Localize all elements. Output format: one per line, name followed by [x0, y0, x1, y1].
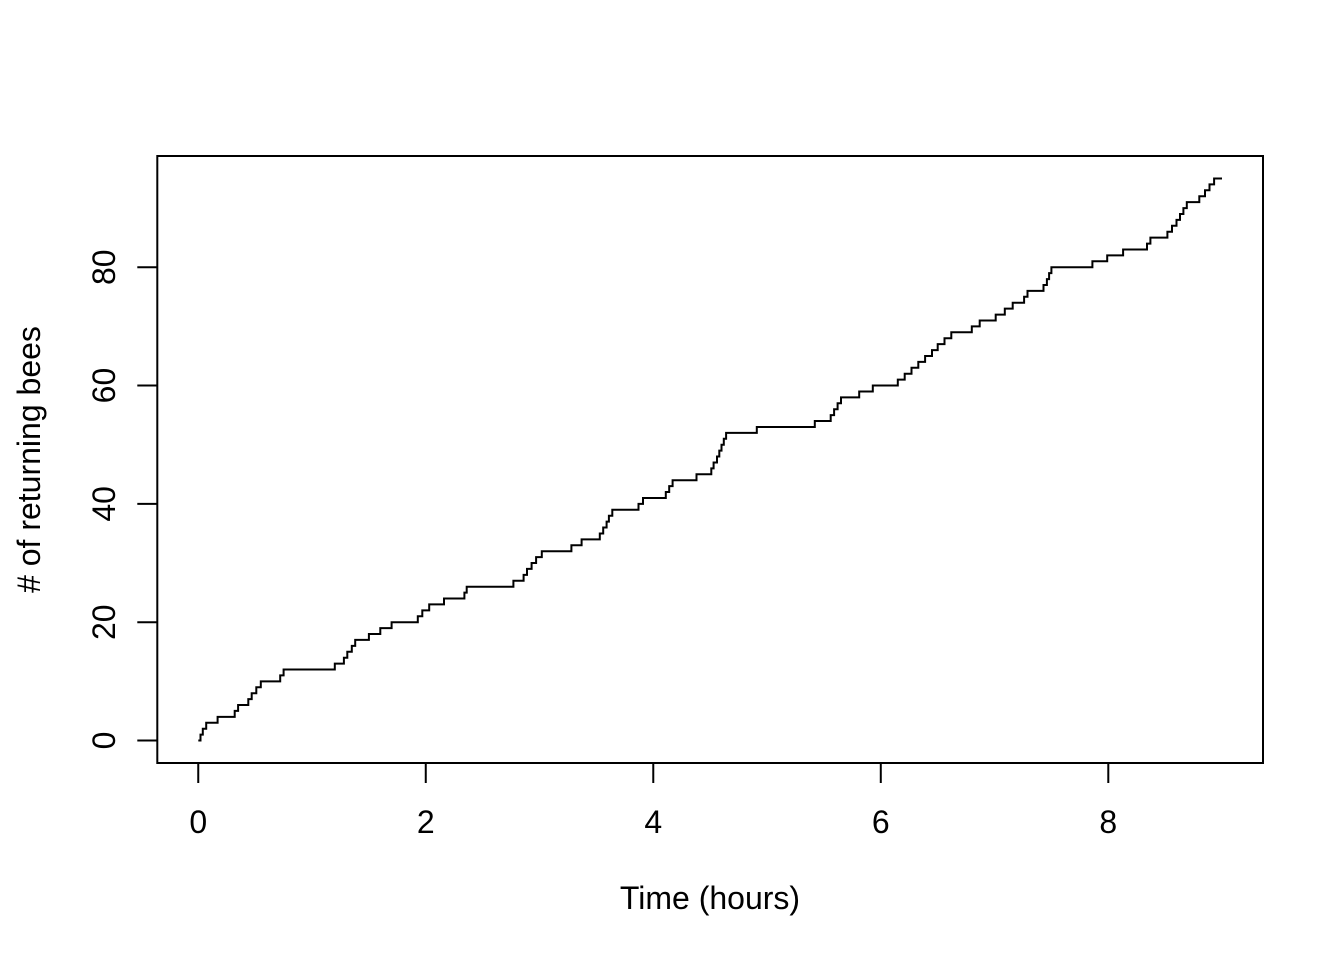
step-line [198, 177, 1222, 742]
y-tick-label: 0 [86, 732, 122, 750]
plot-box [156, 155, 1264, 764]
y-tick-label: 60 [86, 368, 122, 404]
step-series [198, 177, 1222, 742]
x-tick-label: 2 [417, 804, 435, 840]
y-tick-label: 40 [86, 486, 122, 522]
y-axis-title: # of returning bees [11, 326, 47, 593]
x-tick-label: 0 [189, 804, 207, 840]
x-tick-label: 8 [1099, 804, 1117, 840]
y-tick-label: 20 [86, 604, 122, 640]
x-tick-label: 6 [872, 804, 890, 840]
y-tick-label: 80 [86, 249, 122, 285]
x-axis-title: Time (hours) [620, 880, 800, 916]
x-tick-label: 4 [644, 804, 662, 840]
